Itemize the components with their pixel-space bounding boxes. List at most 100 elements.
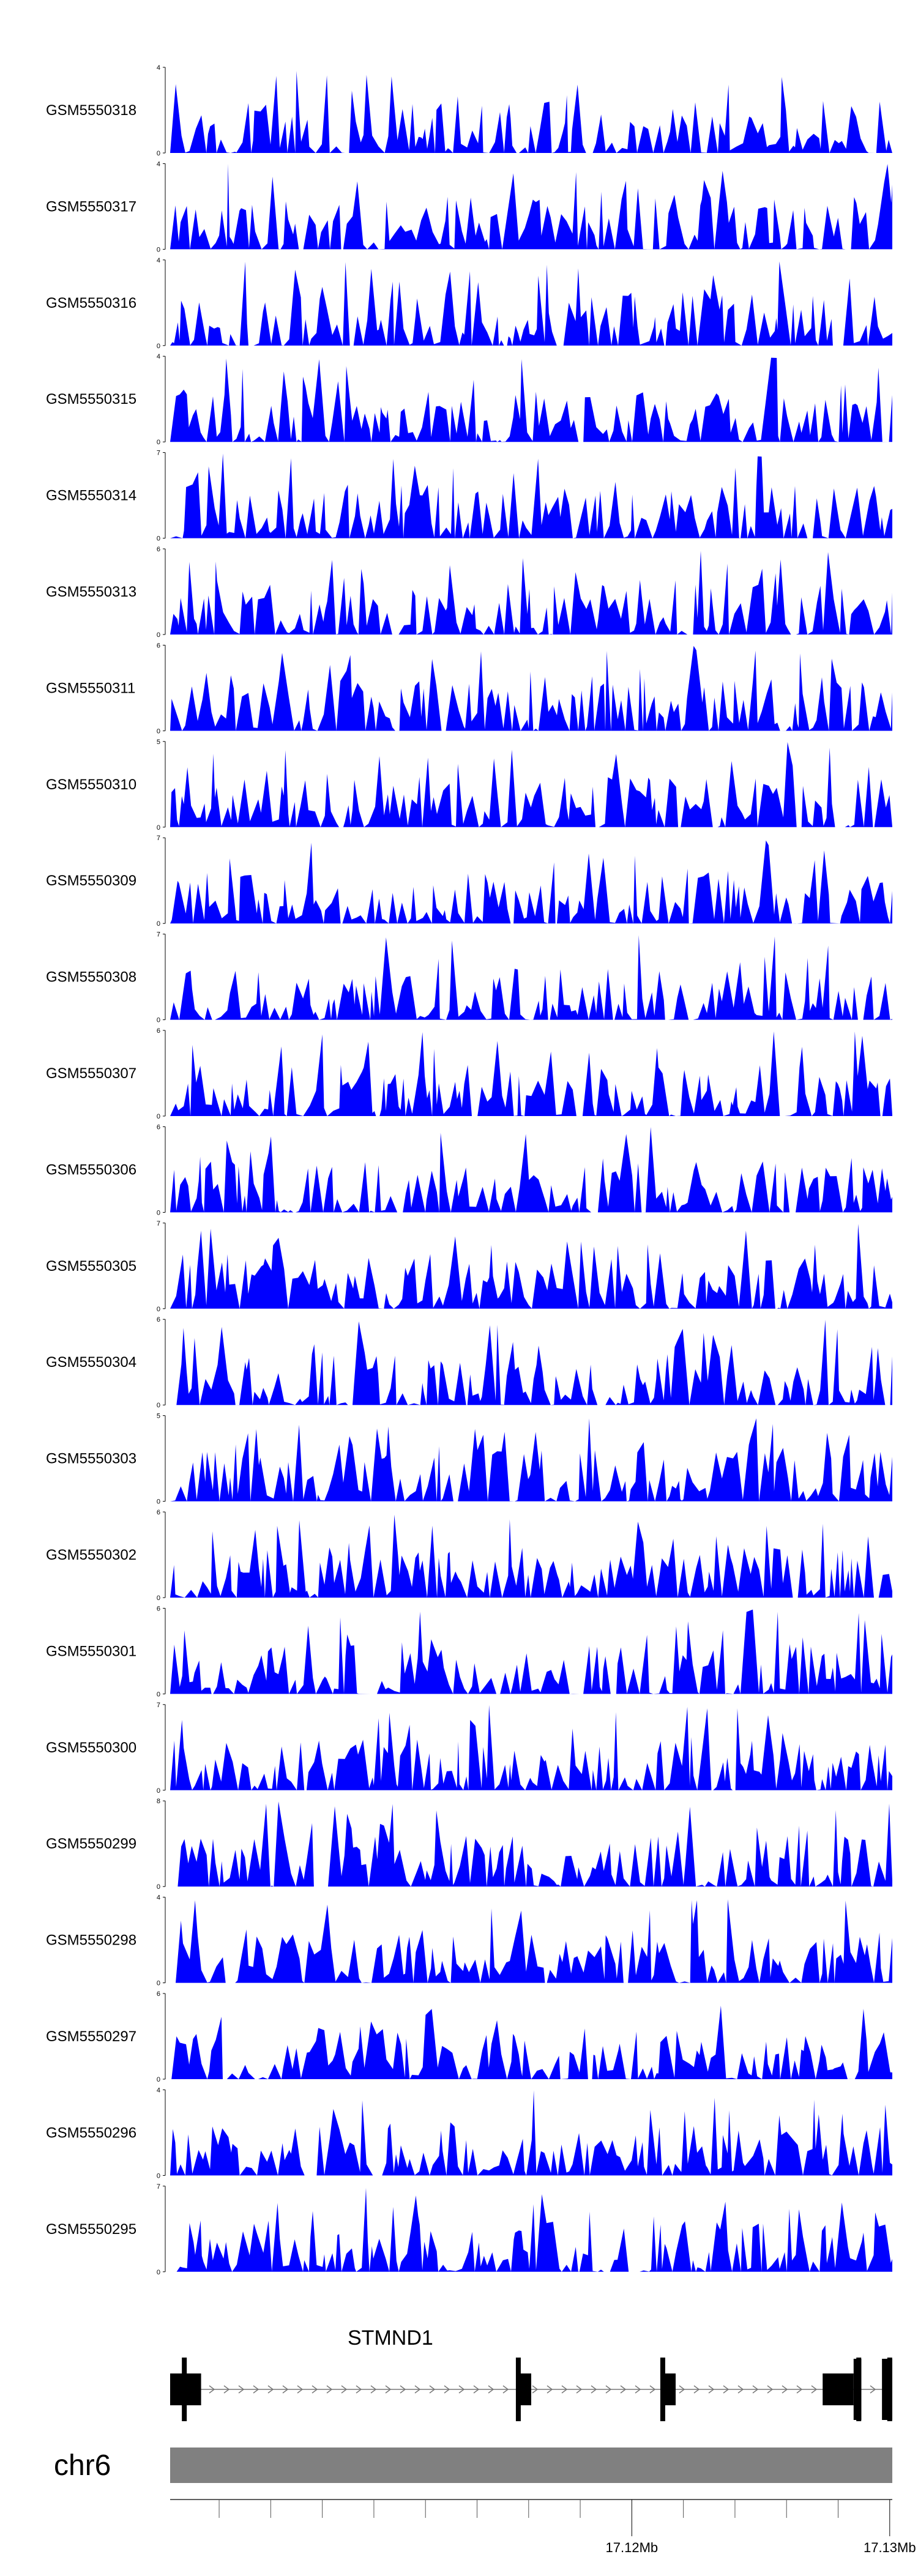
track-GSM5550313: GSM5550313 6 0 bbox=[46, 546, 892, 639]
y-tick-label: 7 bbox=[157, 1702, 160, 1709]
y-tick-label: 0 bbox=[157, 728, 160, 735]
track-GSM5550301: GSM5550301 6 0 bbox=[46, 1605, 892, 1698]
track-GSM5550297: GSM5550297 6 0 bbox=[46, 1990, 892, 2083]
y-tick-label: 6 bbox=[157, 1509, 160, 1516]
track-label: GSM5550296 bbox=[46, 2124, 136, 2141]
track-GSM5550307: GSM5550307 6 0 bbox=[46, 1027, 892, 1120]
track-label: GSM5550317 bbox=[46, 198, 136, 215]
gene-label: STMND1 bbox=[348, 2326, 433, 2350]
y-tick-label: 8 bbox=[157, 1798, 160, 1805]
strand-arrow bbox=[605, 2385, 612, 2394]
y-tick-label: 0 bbox=[157, 1883, 160, 1891]
y-tick-label: 5 bbox=[157, 1413, 160, 1420]
coverage-area bbox=[170, 551, 892, 635]
strand-arrow bbox=[267, 2385, 274, 2394]
track-GSM5550318: GSM5550318 4 0 bbox=[46, 64, 892, 157]
y-tick-label: 0 bbox=[157, 1691, 160, 1698]
y-tick-label: 4 bbox=[157, 160, 160, 168]
coverage-area bbox=[170, 70, 892, 154]
y-tick-label: 0 bbox=[157, 1980, 160, 1987]
y-tick-label: 6 bbox=[157, 1316, 160, 1323]
gene-exon bbox=[518, 2373, 531, 2405]
strand-arrow bbox=[561, 2385, 568, 2394]
strand-arrow bbox=[870, 2385, 876, 2394]
y-tick-label: 5 bbox=[157, 739, 160, 746]
y-tick-label: 0 bbox=[157, 1017, 160, 1024]
track-GSM5550317: GSM5550317 4 0 bbox=[46, 160, 892, 253]
track-label: GSM5550313 bbox=[46, 584, 136, 600]
track-GSM5550316: GSM5550316 4 0 bbox=[46, 257, 892, 350]
strand-arrow bbox=[400, 2385, 406, 2394]
gene-exon bbox=[823, 2373, 854, 2405]
track-label: GSM5550297 bbox=[46, 2028, 136, 2045]
y-tick-label: 0 bbox=[157, 631, 160, 639]
track-label: GSM5550302 bbox=[46, 1547, 136, 1563]
strand-arrow bbox=[444, 2385, 450, 2394]
strand-arrow bbox=[473, 2385, 480, 2394]
coverage-area bbox=[170, 742, 892, 827]
chromosome-label: chr6 bbox=[54, 2449, 111, 2482]
strand-arrow bbox=[326, 2385, 333, 2394]
track-label: GSM5550309 bbox=[46, 873, 136, 889]
y-tick-label: 4 bbox=[157, 257, 160, 264]
track-label: GSM5550307 bbox=[46, 1065, 136, 1082]
strand-arrow bbox=[341, 2385, 348, 2394]
axis-tick-label: 17.13Mb bbox=[864, 2540, 916, 2555]
strand-arrow bbox=[297, 2385, 304, 2394]
strand-arrow bbox=[737, 2385, 744, 2394]
y-tick-label: 0 bbox=[157, 1209, 160, 1216]
coverage-area bbox=[170, 1705, 892, 1790]
strand-arrow bbox=[796, 2385, 803, 2394]
y-tick-label: 0 bbox=[157, 150, 160, 157]
track-label: GSM5550318 bbox=[46, 102, 136, 119]
track-GSM5550303: GSM5550303 5 0 bbox=[46, 1413, 892, 1506]
track-label: GSM5550306 bbox=[46, 1161, 136, 1178]
track-GSM5550310: GSM5550310 5 0 bbox=[46, 739, 892, 832]
y-tick-label: 0 bbox=[157, 535, 160, 543]
strand-arrow bbox=[620, 2385, 627, 2394]
y-tick-label: 0 bbox=[157, 1787, 160, 1795]
y-tick-label: 0 bbox=[157, 2269, 160, 2276]
y-tick-label: 0 bbox=[157, 1402, 160, 1409]
track-label: GSM5550316 bbox=[46, 295, 136, 311]
y-tick-label: 7 bbox=[157, 2183, 160, 2191]
strand-arrow bbox=[591, 2385, 597, 2394]
track-GSM5550305: GSM5550305 7 0 bbox=[46, 1220, 892, 1313]
strand-arrow bbox=[679, 2385, 685, 2394]
y-tick-label: 0 bbox=[157, 343, 160, 350]
track-label: GSM5550300 bbox=[46, 1740, 136, 1756]
gene-exon-boundary bbox=[887, 2358, 892, 2421]
strand-arrow bbox=[356, 2385, 362, 2394]
strand-arrow bbox=[209, 2385, 215, 2394]
strand-arrow bbox=[767, 2385, 774, 2394]
track-GSM5550300: GSM5550300 7 0 bbox=[46, 1702, 892, 1795]
coverage-area bbox=[170, 1801, 892, 1887]
strand-arrow bbox=[253, 2385, 259, 2394]
track-label: GSM5550301 bbox=[46, 1643, 136, 1659]
track-GSM5550296: GSM5550296 4 0 bbox=[46, 2086, 892, 2180]
y-tick-label: 0 bbox=[157, 1595, 160, 1602]
track-label: GSM5550314 bbox=[46, 488, 136, 504]
strand-arrow bbox=[693, 2385, 700, 2394]
strand-arrow bbox=[429, 2385, 436, 2394]
track-GSM5550309: GSM5550309 7 0 bbox=[46, 835, 892, 928]
coverage-area bbox=[170, 1031, 892, 1116]
track-label: GSM5550315 bbox=[46, 391, 136, 408]
y-tick-label: 0 bbox=[157, 824, 160, 832]
strand-arrow bbox=[532, 2385, 539, 2394]
coverage-area bbox=[170, 1319, 892, 1405]
strand-arrow bbox=[223, 2385, 230, 2394]
strand-arrow bbox=[312, 2385, 318, 2394]
track-GSM5550311: GSM5550311 6 0 bbox=[46, 642, 892, 735]
y-tick-label: 6 bbox=[157, 546, 160, 553]
y-tick-label: 0 bbox=[157, 920, 160, 928]
strand-arrow bbox=[547, 2385, 553, 2394]
axis-tick-label: 17.12Mb bbox=[606, 2540, 659, 2555]
track-label: GSM5550299 bbox=[46, 1836, 136, 1852]
y-tick-label: 7 bbox=[157, 1220, 160, 1227]
y-tick-label: 6 bbox=[157, 1123, 160, 1131]
chromosome-track: chr6 bbox=[54, 2448, 892, 2483]
y-tick-label: 4 bbox=[157, 64, 160, 72]
track-label: GSM5550311 bbox=[46, 680, 135, 696]
strand-arrow bbox=[238, 2385, 245, 2394]
